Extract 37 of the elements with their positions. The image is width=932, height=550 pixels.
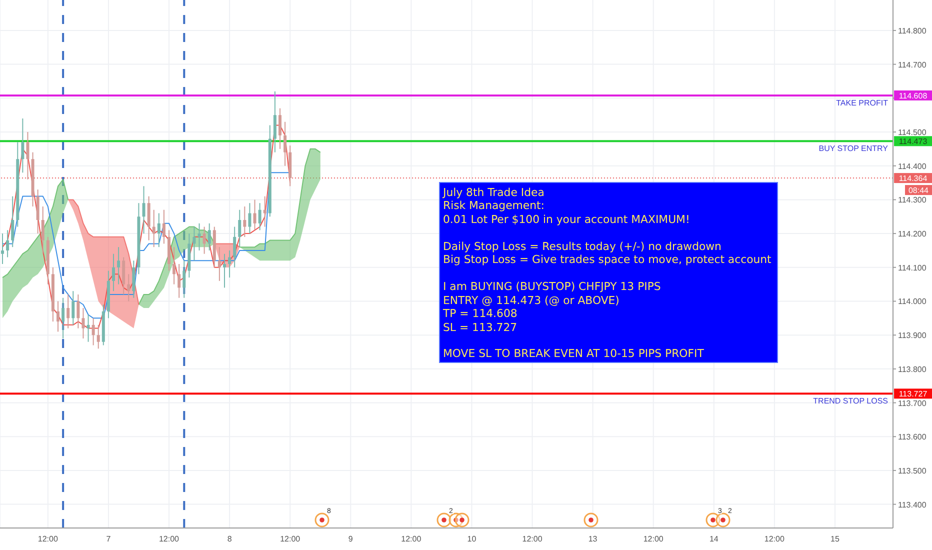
x-tick-label: 12:00 [764, 534, 785, 544]
y-tick-label: 114.608 [898, 91, 928, 100]
y-tick-label: 113.900 [898, 331, 927, 340]
x-tick-label: 13 [588, 534, 598, 544]
x-tick-label: 12:00 [643, 534, 664, 544]
y-tick-label: 114.100 [898, 263, 927, 272]
note-box: July 8th Trade Idea Risk Management: 0.01 Lot Per $100 in your account MAXIMUM! Daily Stop Loss = Results today (+/-) no drawdown Big Stop Loss = Give trades space to move, protect account I am BUYING (BUYSTOP) CHFJPY 13 PIPS ENTRY @ 114.473 (@ or ABOVE) TP = 114.608 SL = 113.727 MOVE SL TO BREAK EVEN AT 10-15 PIPS PROFIT [439, 182, 778, 363]
x-tick-label: 12:00 [38, 534, 58, 544]
x-tick-label: 12:00 [401, 534, 422, 544]
x-tick-label: 8 [227, 534, 232, 544]
y-tick-label: 113.727 [898, 390, 928, 399]
x-tick-label: 9 [348, 534, 354, 544]
y-tick-label: 113.500 [898, 466, 927, 476]
ref-line-label: TAKE PROFIT [836, 98, 888, 108]
y-tick-label: 113.600 [898, 432, 927, 442]
y-tick-label: 113.800 [898, 364, 927, 374]
y-tick-label: 114.500 [898, 128, 927, 137]
ref-line-label: TREND STOP LOSS [813, 396, 888, 406]
x-tick-label: 15 [830, 534, 840, 544]
y-tick-label: 114.473 [898, 137, 928, 146]
x-tick-label: 12:00 [522, 534, 543, 544]
y-tick-label: 114.800 [898, 26, 927, 36]
x-tick-label: 10 [467, 534, 477, 544]
y-tick-label: 114.364 [898, 174, 928, 184]
y-tick-label: 114.200 [898, 230, 927, 239]
y-tick-label: 114.300 [898, 196, 927, 205]
y-tick-label: 113.400 [898, 500, 927, 510]
ref-line-label: BUY STOP ENTRY [818, 144, 889, 154]
y-tick-label: 114.700 [898, 60, 927, 70]
x-tick-label: 7 [106, 534, 112, 544]
y-tick-label: 113.700 [898, 398, 927, 408]
x-tick-label: 12:00 [280, 534, 301, 544]
text: 08:44 [908, 186, 930, 196]
y-tick-label: 114.000 [898, 297, 927, 306]
x-tick-label: 12:00 [159, 534, 180, 544]
x-tick-label: 14 [709, 534, 719, 544]
y-tick-label: 114.400 [898, 162, 927, 171]
